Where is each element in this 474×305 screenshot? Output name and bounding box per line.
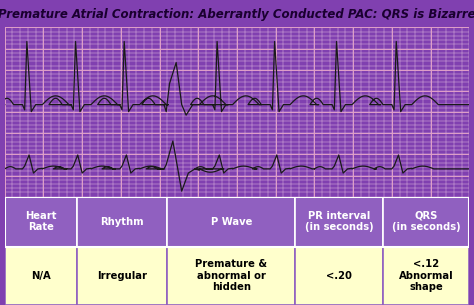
- Bar: [295, 246, 383, 305]
- Bar: [167, 197, 295, 246]
- Bar: [77, 246, 167, 305]
- Text: Premature Atrial Contraction: Aberrantly Conducted PAC: QRS is Bizarre: Premature Atrial Contraction: Aberrantly…: [0, 8, 474, 21]
- Text: QRS
(in seconds): QRS (in seconds): [392, 211, 461, 232]
- Text: Premature &
abnormal or
hidden: Premature & abnormal or hidden: [195, 259, 267, 292]
- Bar: [5, 246, 77, 305]
- Bar: [167, 246, 295, 305]
- Bar: [5, 197, 77, 246]
- Text: <.12
Abnormal
shape: <.12 Abnormal shape: [399, 259, 454, 292]
- Text: Heart
Rate: Heart Rate: [25, 211, 56, 232]
- Text: P Wave: P Wave: [210, 217, 252, 227]
- Bar: [383, 246, 469, 305]
- Text: <.20: <.20: [326, 271, 352, 281]
- Bar: [383, 197, 469, 246]
- Text: Irregular: Irregular: [97, 271, 147, 281]
- Text: Rhythm: Rhythm: [100, 217, 144, 227]
- Bar: [77, 197, 167, 246]
- Text: N/A: N/A: [31, 271, 51, 281]
- Text: PR interval
(in seconds): PR interval (in seconds): [305, 211, 374, 232]
- Bar: [295, 197, 383, 246]
- Bar: [5, 197, 469, 246]
